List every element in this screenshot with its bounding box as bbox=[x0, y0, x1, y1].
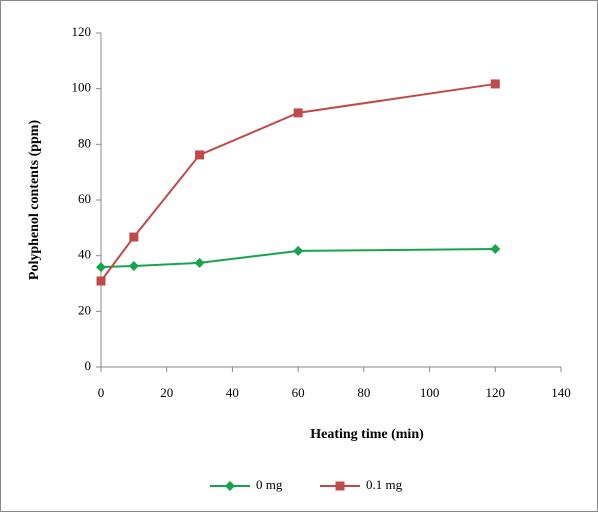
y-tick-label: 0 bbox=[85, 358, 92, 373]
marker bbox=[128, 260, 139, 271]
marker bbox=[293, 108, 303, 118]
marker bbox=[490, 243, 501, 254]
x-tick-label: 0 bbox=[98, 385, 105, 400]
y-tick-label: 120 bbox=[72, 24, 92, 39]
x-tick-label: 40 bbox=[226, 385, 239, 400]
marker bbox=[335, 481, 345, 491]
marker bbox=[129, 232, 139, 242]
marker bbox=[96, 262, 106, 273]
x-tick-label: 20 bbox=[160, 385, 173, 400]
y-tick-label: 60 bbox=[78, 191, 91, 206]
marker bbox=[490, 79, 500, 89]
marker bbox=[293, 245, 304, 256]
legend-label: 0 mg bbox=[256, 477, 283, 492]
x-tick-label: 140 bbox=[551, 385, 571, 400]
x-axis-title: Heating time (min) bbox=[310, 427, 424, 442]
x-tick-label: 120 bbox=[486, 385, 506, 400]
x-tick-label: 80 bbox=[357, 385, 370, 400]
x-tick-label: 100 bbox=[420, 385, 440, 400]
marker bbox=[195, 150, 205, 160]
y-tick-label: 20 bbox=[78, 302, 91, 317]
y-tick-label: 40 bbox=[78, 247, 91, 262]
marker bbox=[96, 276, 106, 286]
y-axis-title: Polyphenol contents (ppm) bbox=[27, 120, 42, 281]
marker bbox=[194, 257, 205, 268]
marker bbox=[225, 481, 235, 491]
y-tick-label: 80 bbox=[78, 135, 91, 150]
y-tick-label: 100 bbox=[72, 80, 92, 95]
legend-label: 0.1 mg bbox=[366, 477, 403, 492]
x-tick-label: 60 bbox=[292, 385, 305, 400]
